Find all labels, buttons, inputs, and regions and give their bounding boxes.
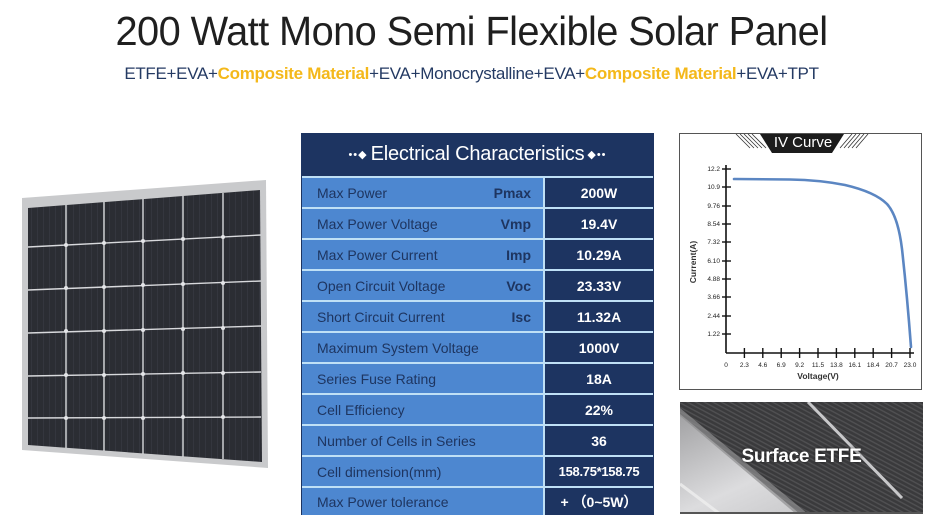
row-label: Short Circuit Current: [317, 308, 445, 325]
row-label: Max Power Current: [317, 246, 438, 263]
table-row: Short Circuit Current Isc 11.32A: [302, 300, 653, 331]
layer-text: +EVA+Monocrystalline+EVA+: [369, 64, 585, 83]
svg-text:2.44: 2.44: [707, 313, 720, 320]
svg-text:8.54: 8.54: [707, 221, 720, 228]
chart-title: IV Curve: [773, 134, 833, 151]
row-label: Series Fuse Rating: [317, 370, 437, 387]
table-row: Max Power Pmax 200W: [302, 176, 653, 207]
title-banner: [735, 134, 869, 153]
row-label: Max Power Voltage: [317, 215, 438, 232]
row-value: 200W: [545, 178, 653, 207]
layer-text: +EVA+TPT: [736, 64, 819, 83]
surface-etfe-label: Surface ETFE: [741, 446, 862, 467]
page-title: 200 Watt Mono Semi Flexible Solar Panel: [115, 8, 829, 54]
svg-text:2.3: 2.3: [740, 362, 749, 369]
layer-text: ETFE+EVA+: [124, 64, 218, 83]
row-symbol: Voc: [506, 277, 531, 294]
layer-text-highlight: Composite Material: [584, 64, 737, 83]
ornament-left: ••◆: [348, 149, 368, 161]
surface-etfe-image: Surface ETFE: [680, 402, 923, 514]
table-header: ••◆ Electrical Characteristics ◆••: [301, 133, 654, 176]
iv-curve-line: [732, 177, 913, 349]
table-title: Electrical Characteristics: [370, 143, 585, 165]
row-value: 18A: [545, 364, 653, 393]
svg-text:13.8: 13.8: [830, 362, 843, 369]
svg-text:23.0: 23.0: [904, 362, 917, 369]
row-value: 158.75*158.75: [545, 457, 653, 486]
row-symbol: Isc: [511, 308, 531, 325]
iv-curve-chart: 12.2 10.9 9.76 8.54 7.32 6.10 4.88 3.66 …: [679, 133, 922, 390]
svg-text:16.1: 16.1: [848, 362, 861, 369]
svg-text:9.76: 9.76: [707, 203, 720, 210]
row-label: Open Circuit Voltage: [317, 277, 446, 294]
svg-text:7.32: 7.32: [707, 239, 720, 246]
svg-text:4.6: 4.6: [758, 362, 767, 369]
table-row: Number of Cells in Series 36: [302, 424, 653, 455]
row-symbol: Imp: [506, 246, 531, 263]
layer-text-highlight: Composite Material: [217, 64, 370, 83]
ornament-right: ◆••: [587, 149, 607, 161]
row-value: 19.4V: [545, 209, 653, 238]
svg-text:20.7: 20.7: [885, 362, 898, 369]
material-layers-subtitle: ETFE+EVA+Composite Material+EVA+Monocrys…: [0, 64, 943, 84]
row-symbol: Vmp: [500, 215, 531, 232]
table-row: Maximum System Voltage 1000V: [302, 331, 653, 362]
row-value: 36: [545, 426, 653, 455]
x-axis-label: Voltage(V): [797, 371, 839, 381]
svg-text:0: 0: [724, 362, 728, 369]
svg-text:6.9: 6.9: [777, 362, 786, 369]
etfe-surface-graphic: [680, 402, 923, 512]
svg-text:3.66: 3.66: [707, 294, 720, 301]
row-value: 23.33V: [545, 271, 653, 300]
row-value: 10.29A: [545, 240, 653, 269]
solar-panel-image: [20, 180, 270, 480]
row-label: Number of Cells in Series: [317, 432, 476, 449]
svg-text:18.4: 18.4: [867, 362, 880, 369]
svg-text:9.2: 9.2: [795, 362, 804, 369]
table-row: Series Fuse Rating 18A: [302, 362, 653, 393]
y-axis-label: Current(A): [688, 241, 698, 284]
iv-chart-graphic: 12.2 10.9 9.76 8.54 7.32 6.10 4.88 3.66 …: [688, 134, 917, 381]
table-row: Max Power Current Imp 10.29A: [302, 238, 653, 269]
table-row: Max Power tolerance + （0~5W）: [302, 486, 653, 515]
row-value: 22%: [545, 395, 653, 424]
row-symbol: Pmax: [493, 184, 531, 201]
svg-text:1.22: 1.22: [707, 331, 720, 338]
table-row: Max Power Voltage Vmp 19.4V: [302, 207, 653, 238]
svg-text:10.9: 10.9: [707, 184, 720, 191]
row-label: Cell dimension(mm): [317, 463, 442, 480]
table-row: Cell Efficiency 22%: [302, 393, 653, 424]
row-value: + （0~5W）: [545, 488, 653, 515]
table-row: Open Circuit Voltage Voc 23.33V: [302, 269, 653, 300]
table-row: Cell dimension(mm) 158.75*158.75: [302, 455, 653, 486]
svg-text:11.5: 11.5: [812, 362, 825, 369]
row-label: Max Power tolerance: [317, 493, 449, 510]
svg-text:6.10: 6.10: [707, 258, 720, 265]
row-value: 11.32A: [545, 302, 653, 331]
svg-text:4.88: 4.88: [707, 276, 720, 283]
electrical-characteristics-table: ••◆ Electrical Characteristics ◆•• Max P…: [301, 133, 654, 515]
solar-panel-graphic: [22, 180, 268, 468]
row-label: Maximum System Voltage: [317, 339, 479, 356]
row-value: 1000V: [545, 333, 653, 362]
svg-text:12.2: 12.2: [707, 166, 720, 173]
row-label: Cell Efficiency: [317, 401, 405, 418]
row-label: Max Power: [317, 184, 388, 201]
